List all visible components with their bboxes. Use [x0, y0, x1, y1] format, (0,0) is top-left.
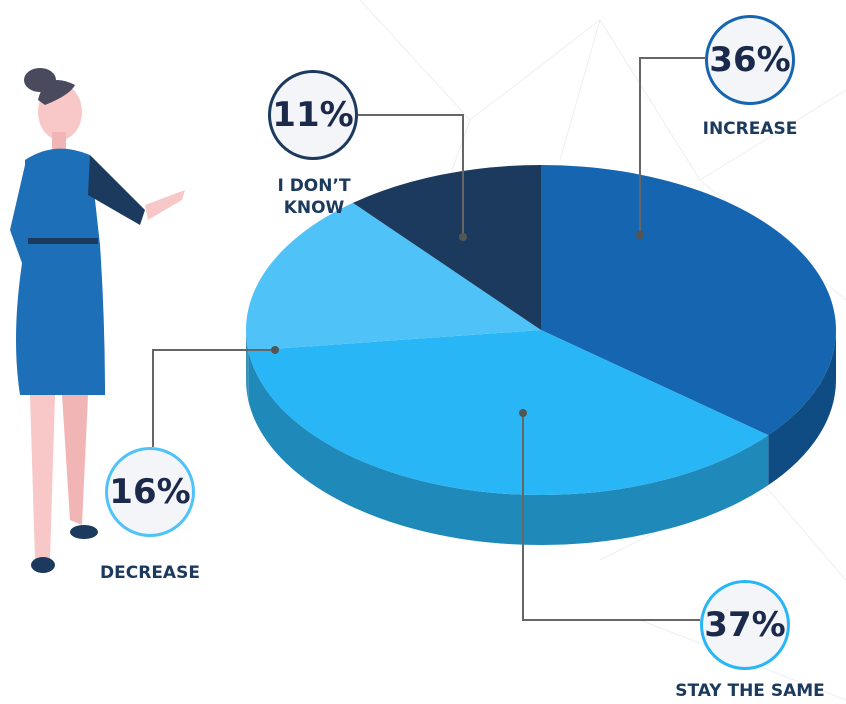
connectors	[152, 57, 705, 621]
connector	[639, 57, 705, 235]
slice	[245, 202, 541, 351]
category-label: DECREASE	[100, 563, 200, 583]
slice-side	[248, 350, 769, 545]
connector-dot	[271, 346, 279, 354]
category-label: I DON’T KNOW	[277, 176, 351, 218]
connector-dot	[636, 231, 644, 239]
category-label: INCREASE	[702, 119, 798, 139]
connector-dot	[519, 409, 527, 417]
value-label: 37%	[700, 580, 790, 670]
slice	[248, 330, 769, 495]
connector	[522, 413, 700, 621]
slice-side	[246, 330, 249, 401]
woman-illustration	[10, 68, 185, 573]
slice	[541, 165, 836, 436]
slice	[352, 165, 541, 330]
category-label: STAY THE SAME	[675, 681, 825, 701]
pie	[245, 165, 836, 545]
value-label: 11%	[268, 70, 358, 160]
value-label: 36%	[705, 15, 795, 105]
connector	[358, 114, 464, 237]
connector-dot	[459, 233, 467, 241]
connector	[152, 349, 275, 447]
value-label: 16%	[105, 447, 195, 537]
slice-side	[768, 330, 836, 486]
